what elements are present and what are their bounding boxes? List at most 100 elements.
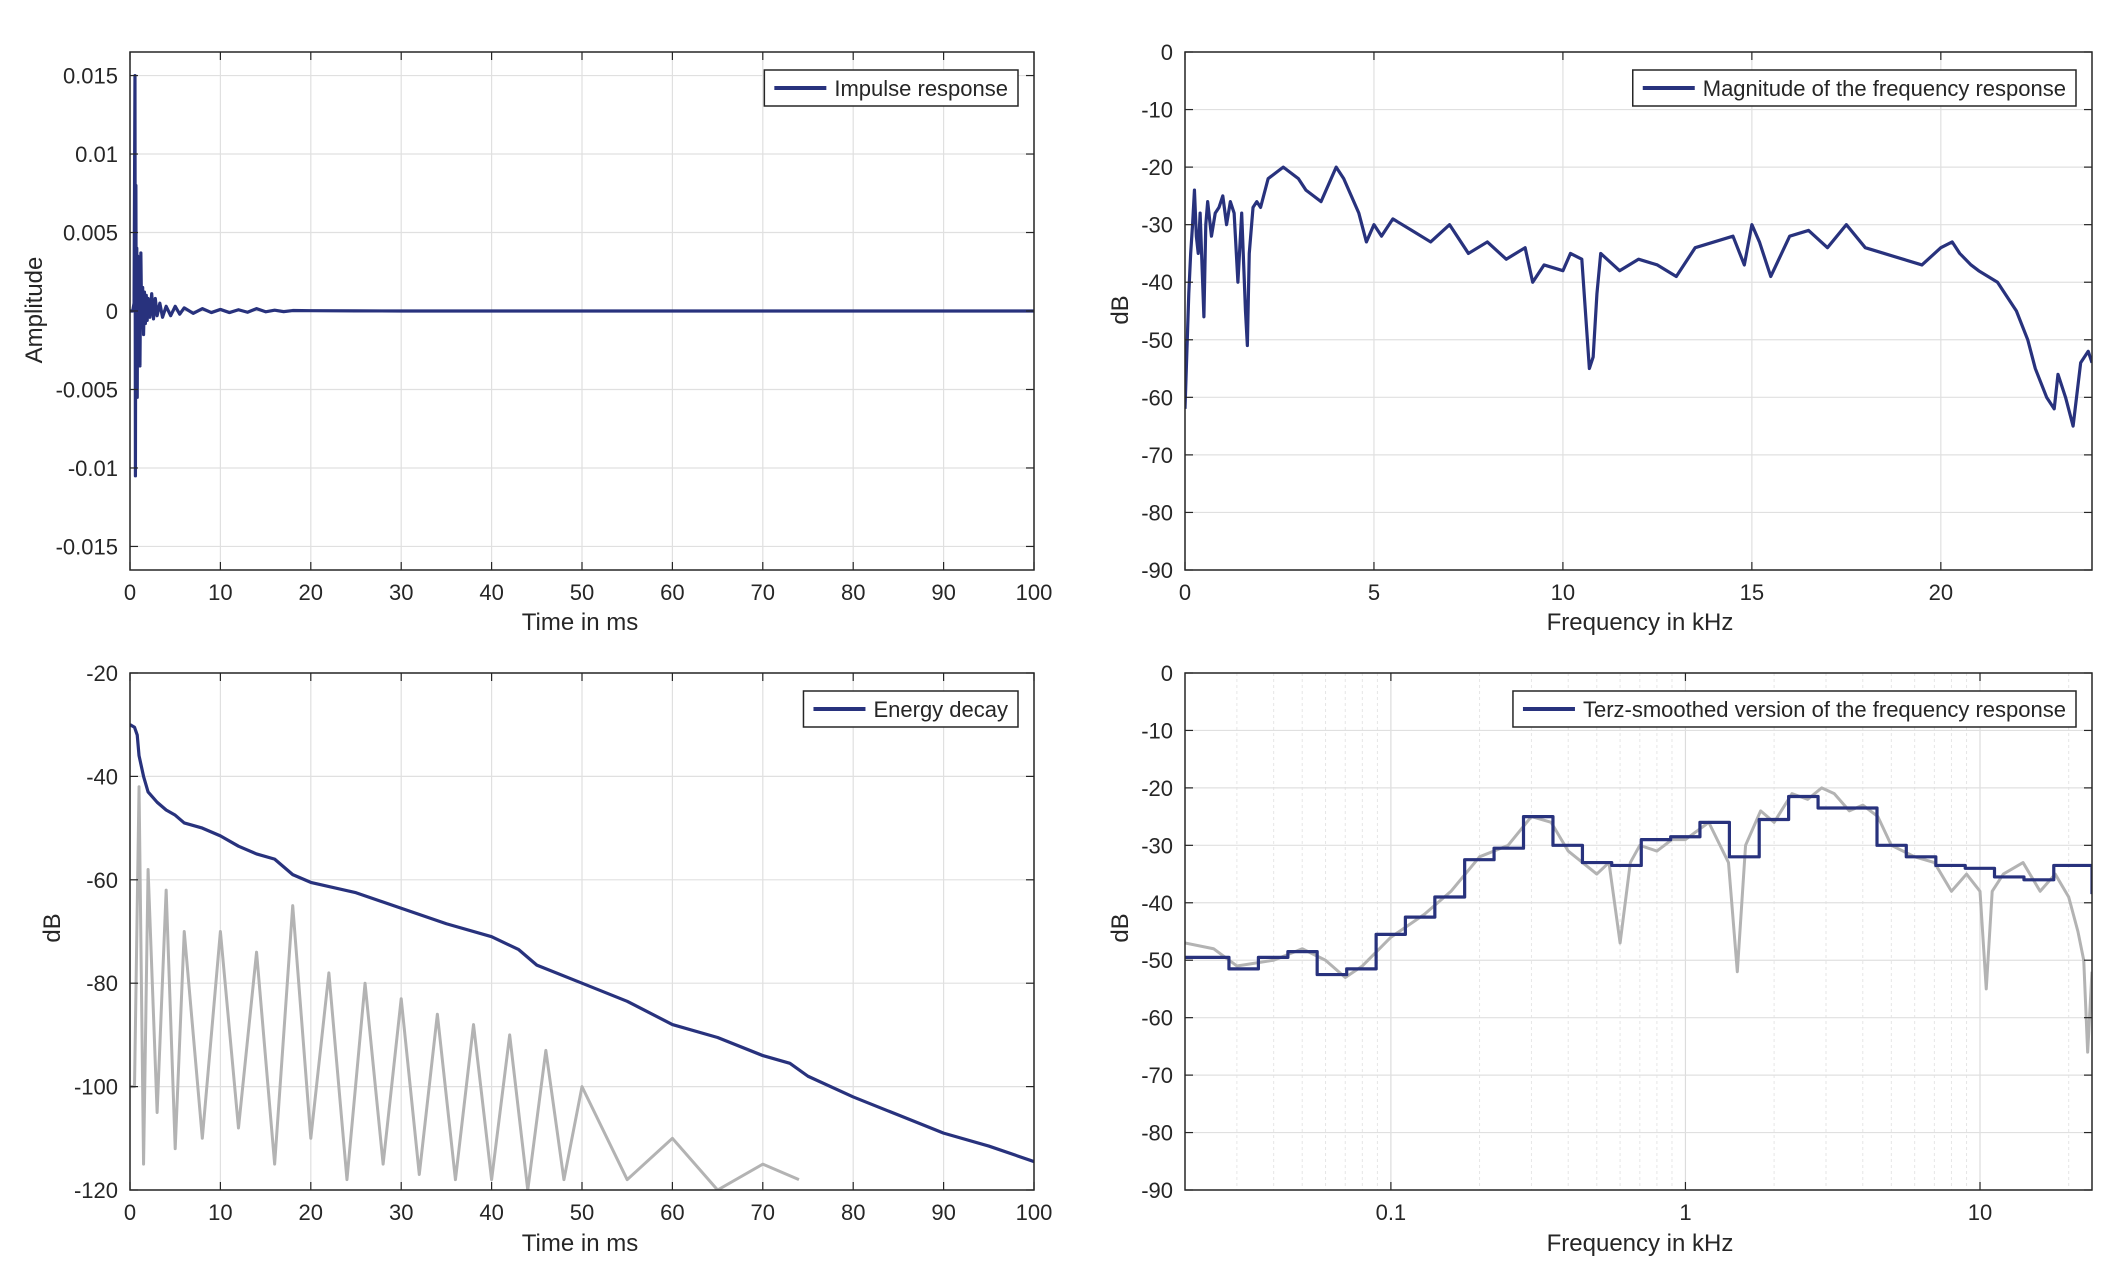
energy-x-ticks: 0 10 20 30 40 50 60 70 80 90 100 xyxy=(124,673,1052,1225)
impulse-x-tick-label: 90 xyxy=(931,580,955,605)
impulse-x-tick-label: 20 xyxy=(299,580,323,605)
impulse-x-tick-label: 60 xyxy=(660,580,684,605)
terz-y-tick-label: -70 xyxy=(1141,1063,1173,1088)
energy-y-tick-label: -60 xyxy=(86,868,118,893)
terz-y-tick-label: -40 xyxy=(1141,891,1173,916)
magnitude-x-ticks: 0 5 10 15 20 xyxy=(1179,52,1953,605)
magnitude-y-tick-label: 0 xyxy=(1161,40,1173,65)
magnitude-x-tick-label: 0 xyxy=(1179,580,1191,605)
energy-x-tick-label: 0 xyxy=(124,1200,136,1225)
impulse-x-axis-label: Time in ms xyxy=(522,609,638,636)
magnitude-y-tick-label: -90 xyxy=(1141,558,1173,583)
terz-x-tick-label: 1 xyxy=(1679,1200,1691,1225)
magnitude-y-tick-label: -70 xyxy=(1141,443,1173,468)
terz-y-tick-label: -10 xyxy=(1141,718,1173,743)
impulse-y-tick-label: -0.015 xyxy=(56,534,118,559)
impulse-y-ticks: 0.015 0.01 0.005 0 -0.005 -0.01 -0.015 xyxy=(56,64,1034,559)
terz-x-axis-label: Frequency in kHz xyxy=(1547,1230,1734,1257)
energy-y-tick-label: -20 xyxy=(86,661,118,686)
magnitude-legend: Magnitude of the frequency response xyxy=(1632,69,2077,107)
terz-y-tick-label: 0 xyxy=(1161,661,1173,686)
energy-legend-label: Energy decay xyxy=(873,697,1008,722)
terz-x-ticks: 0.1 1 10 xyxy=(1376,673,1992,1225)
magnitude-legend-label: Magnitude of the frequency response xyxy=(1703,76,2066,101)
impulse-y-tick-label: 0.015 xyxy=(63,64,118,89)
magnitude-y-tick-label: -10 xyxy=(1141,98,1173,123)
terz-y-axis-label: dB xyxy=(1107,913,1134,942)
magnitude-y-tick-label: -50 xyxy=(1141,328,1173,353)
magnitude-y-tick-label: -60 xyxy=(1141,385,1173,410)
impulse-x-tick-label: 0 xyxy=(124,580,136,605)
magnitude-y-tick-label: -40 xyxy=(1141,270,1173,295)
impulse-x-tick-label: 10 xyxy=(208,580,232,605)
energy-legend: Energy decay xyxy=(802,690,1019,728)
magnitude-y-axis-label: dB xyxy=(1107,295,1134,324)
magnitude-main-series-line xyxy=(1185,165,2092,428)
terz-y-tick-label: -20 xyxy=(1141,776,1173,801)
impulse-y-tick-label: 0.01 xyxy=(75,142,118,167)
magnitude-x-tick-label: 10 xyxy=(1551,580,1575,605)
energy-x-tick-label: 70 xyxy=(751,1200,775,1225)
energy-y-axis-label: dB xyxy=(39,913,66,942)
terz-axes-frame xyxy=(1184,672,2093,1191)
magnitude-x-tick-label: 15 xyxy=(1740,580,1764,605)
impulse-y-tick-label: -0.005 xyxy=(56,377,118,402)
terz-x-tick-label: 0.1 xyxy=(1376,1200,1407,1225)
impulse-response-panel: 0 10 20 30 40 50 60 70 80 90 100 0.0150.010.0050-0… xyxy=(21,51,1052,636)
energy-x-tick-label: 30 xyxy=(389,1200,413,1225)
impulse-legend-label: Impulse response xyxy=(834,76,1008,101)
terz-plot-area xyxy=(1185,673,2092,1190)
terz-y-tick-label: -50 xyxy=(1141,948,1173,973)
energy-x-axis-label: Time in ms xyxy=(522,1230,638,1257)
impulse-x-tick-label: 40 xyxy=(479,580,503,605)
magnitude-y-ticks: 0 -10 -20 -30 -40 -50 -60 -70 -80 -90 xyxy=(1141,40,2092,583)
terz-main-series-line xyxy=(1185,794,2092,977)
impulse-x-tick-label: 50 xyxy=(570,580,594,605)
impulse-y-tick-label: 0 xyxy=(106,299,118,324)
energy-x-tick-label: 80 xyxy=(841,1200,865,1225)
impulse-x-tick-label: 30 xyxy=(389,580,413,605)
frequency-magnitude-panel: 0 5 10 15 20 0 -10 -20 -30 -40 -50 -60 -70 -80 -90 Fr… xyxy=(1107,40,2093,636)
energy-raw-series-line xyxy=(130,785,800,1190)
terz-y-tick-label: -30 xyxy=(1141,833,1173,858)
energy-y-tick-label: -80 xyxy=(86,971,118,996)
magnitude-plot-area xyxy=(1185,52,2092,570)
impulse-x-tick-label: 80 xyxy=(841,580,865,605)
impulse-x-ticks: 0 10 20 30 40 50 60 70 80 90 100 xyxy=(124,52,1052,605)
impulse-x-tick-label: 70 xyxy=(751,580,775,605)
magnitude-x-tick-label: 5 xyxy=(1368,580,1380,605)
energy-x-tick-label: 100 xyxy=(1016,1200,1053,1225)
terz-y-tick-label: -60 xyxy=(1141,1006,1173,1031)
energy-x-tick-label: 40 xyxy=(479,1200,503,1225)
energy-x-tick-label: 20 xyxy=(299,1200,323,1225)
impulse-legend: Impulse response xyxy=(763,69,1019,107)
magnitude-axes-frame xyxy=(1184,51,2093,571)
impulse-y-tick-label: -0.01 xyxy=(68,456,118,481)
energy-x-tick-label: 90 xyxy=(931,1200,955,1225)
magnitude-y-tick-label: -20 xyxy=(1141,155,1173,180)
energy-decay-panel: 0 10 20 30 40 50 60 70 80 90 100 -20-40-60-80-100-… xyxy=(39,661,1052,1257)
impulse-y-tick-label: 0.005 xyxy=(63,221,118,246)
terz-x-tick-label: 10 xyxy=(1968,1200,1992,1225)
energy-x-tick-label: 60 xyxy=(660,1200,684,1225)
terz-legend-label: Terz-smoothed version of the frequency r… xyxy=(1583,697,2066,722)
magnitude-y-tick-label: -80 xyxy=(1141,500,1173,525)
terz-y-tick-label: -80 xyxy=(1141,1121,1173,1146)
terz-y-tick-label: -90 xyxy=(1141,1178,1173,1203)
magnitude-x-tick-label: 20 xyxy=(1929,580,1953,605)
terz-legend: Terz-smoothed version of the frequency r… xyxy=(1512,690,2077,728)
impulse-x-tick-label: 100 xyxy=(1016,580,1053,605)
magnitude-y-tick-label: -30 xyxy=(1141,213,1173,238)
energy-x-tick-label: 50 xyxy=(570,1200,594,1225)
energy-y-ticks: -20 -40 -60 -80 -100 -120 xyxy=(74,661,1034,1203)
terz-y-ticks: 0 -10 -20 -30 -40 -50 -60 -70 -80 -90 xyxy=(1141,661,2092,1203)
energy-y-tick-label: -100 xyxy=(74,1075,118,1100)
impulse-y-axis-label: Amplitude xyxy=(21,257,48,364)
impulse-main-series-line xyxy=(130,73,1034,478)
energy-y-tick-label: -120 xyxy=(74,1178,118,1203)
energy-y-tick-label: -40 xyxy=(86,764,118,789)
energy-main-series-line xyxy=(130,723,1034,1164)
terz-smoothed-panel: 0.1 1 10 0 -10 -20 -30 -40 -50 -60 -70 -80 -90 Freq… xyxy=(1107,661,2093,1257)
